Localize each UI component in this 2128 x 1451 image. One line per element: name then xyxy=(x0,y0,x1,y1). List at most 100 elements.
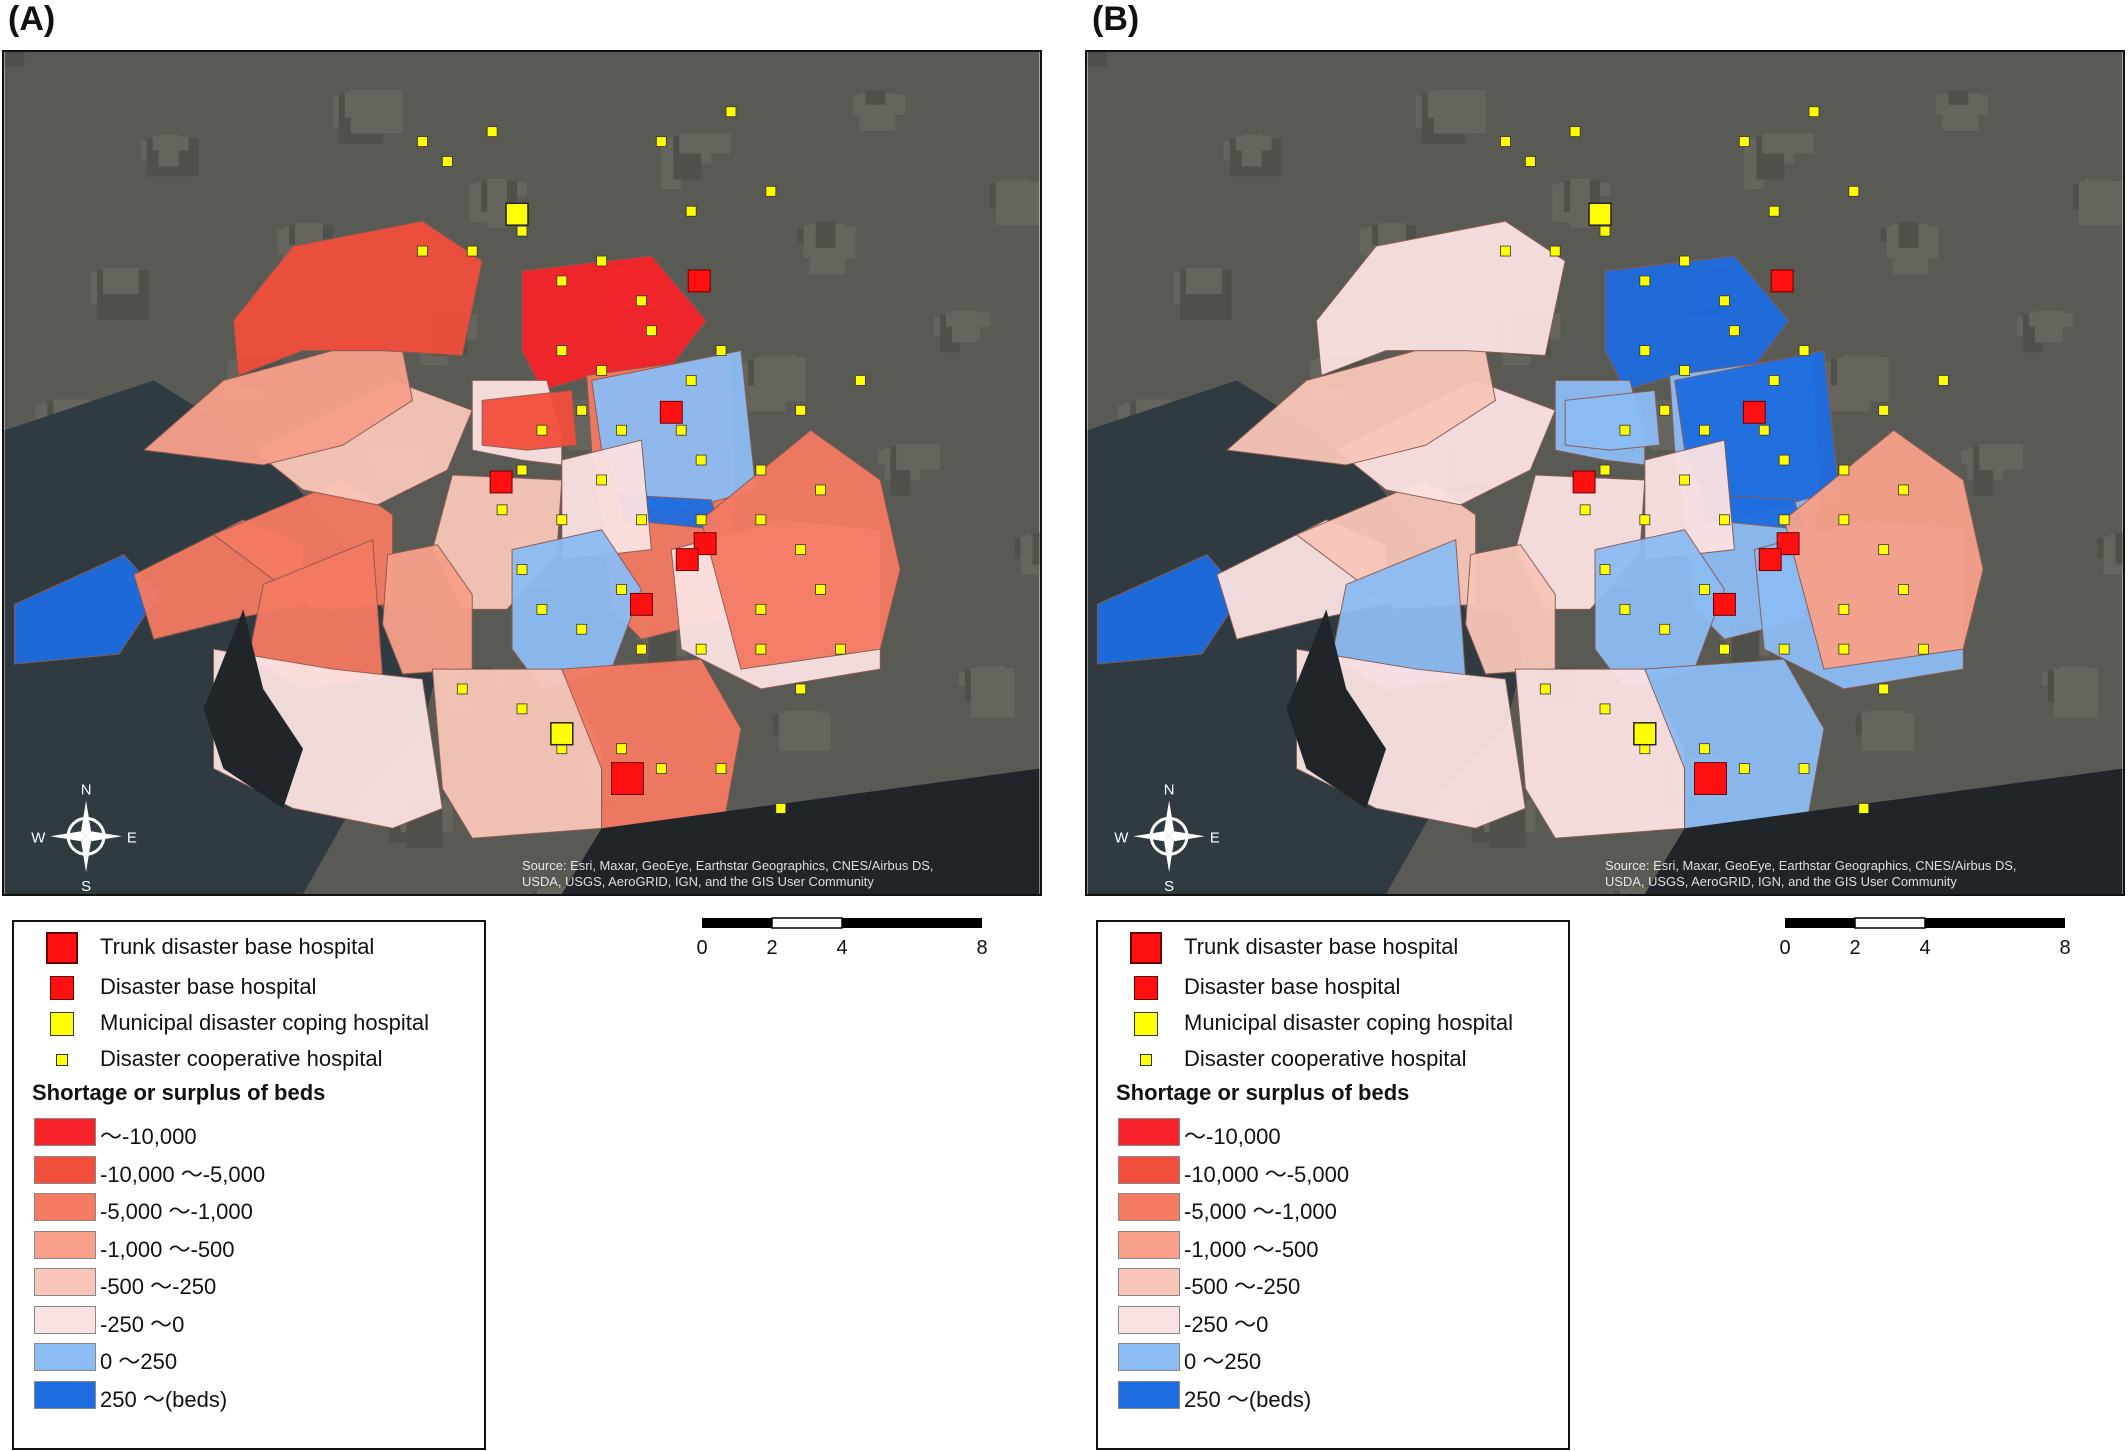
base-hospital-marker xyxy=(1712,592,1736,616)
legend-symbol-3 xyxy=(50,1012,74,1036)
cooperative-hospital-marker xyxy=(456,683,468,695)
cooperative-hospital-marker xyxy=(1798,345,1810,356)
cooperative-hospital-marker xyxy=(1539,683,1551,695)
cooperative-hospital-marker xyxy=(725,106,737,118)
scale-bar-a: 0248km xyxy=(696,917,988,959)
base-hospital-marker xyxy=(687,269,711,293)
cooperative-hospital-marker xyxy=(795,544,807,556)
base-hospital-marker xyxy=(489,470,513,494)
cooperative-hospital-marker xyxy=(1569,126,1581,137)
cooperative-hospital-marker xyxy=(576,404,588,416)
legend-swatch-4 xyxy=(34,1230,96,1259)
legend-symbol-label: Disaster cooperative hospital xyxy=(1184,1046,1467,1071)
cooperative-hospital-marker xyxy=(1878,404,1890,416)
legend-class-label: 250 ～(beds) xyxy=(1184,1386,1312,1412)
legend-class-label: ～-10,000 xyxy=(100,1124,197,1149)
district-5 xyxy=(1225,350,1497,466)
cooperative-hospital-marker xyxy=(1659,623,1671,635)
base-hospital-marker xyxy=(1776,532,1800,556)
legend-b: Trunk disaster base hospital Disaster bas… xyxy=(1096,920,1570,1450)
cooperative-hospital-marker xyxy=(417,136,428,147)
legend-swatch-3 xyxy=(1118,1193,1180,1221)
cooperative-hospital-marker xyxy=(1699,424,1710,436)
district-10 xyxy=(481,389,578,451)
legend-symbol-1 xyxy=(1130,932,1162,964)
legend-symbol-label: Municipal disaster coping hospital xyxy=(1184,1010,1513,1035)
legend-class-label: 250 ～(beds) xyxy=(100,1386,228,1412)
map-b: N S E W Source: Esri, Maxar, GeoEye, Earthst… xyxy=(1085,50,2125,896)
scale-tick-label: 0 xyxy=(696,937,707,959)
cooperative-hospital-marker xyxy=(1679,365,1690,376)
compass-rose: N S E W xyxy=(31,781,137,894)
cooperative-hospital-marker xyxy=(1599,225,1611,237)
municipal-hospital-marker xyxy=(550,722,574,746)
cooperative-hospital-marker xyxy=(536,603,548,615)
legend-class-label: -500 ～-250 xyxy=(100,1274,217,1299)
compass-e-label: E xyxy=(1210,829,1220,846)
attribution-line-1: Source: Esri, Maxar, GeoEye, Earthstar G… xyxy=(1605,858,2017,873)
legend-swatch-2 xyxy=(34,1155,96,1184)
cooperative-hospital-marker xyxy=(1838,464,1850,476)
cooperative-hospital-marker xyxy=(576,623,588,635)
cooperative-hospital-marker xyxy=(1758,424,1770,436)
legend-symbol-label: Disaster base hospital xyxy=(100,974,317,999)
legend-swatch-4 xyxy=(1118,1230,1180,1259)
cooperative-hospital-marker xyxy=(1778,514,1790,526)
legend-class-label: 0 ～250 xyxy=(1184,1349,1262,1374)
district-5 xyxy=(142,350,414,466)
cooperative-hospital-marker xyxy=(1679,474,1690,486)
cooperative-hospital-marker xyxy=(1699,584,1710,595)
district-10 xyxy=(1564,389,1661,451)
cooperative-hospital-marker xyxy=(636,295,647,307)
cooperative-hospital-marker xyxy=(1838,643,1850,655)
scale-segment xyxy=(702,918,772,928)
legend-title: Shortage or surplus of beds xyxy=(1116,1080,1410,1105)
scale-segment xyxy=(1854,917,1926,929)
cooperative-hospital-marker xyxy=(616,743,627,755)
base-hospital-marker xyxy=(659,400,683,424)
base-hospital-marker xyxy=(693,532,717,556)
cooperative-hospital-marker xyxy=(596,365,607,376)
cooperative-hospital-marker xyxy=(1599,703,1611,715)
legend-swatch-6 xyxy=(1118,1305,1180,1334)
trunk-hospital-marker xyxy=(611,762,644,795)
district-6 xyxy=(1315,220,1566,377)
cooperative-hospital-marker xyxy=(1848,185,1860,197)
legend-class-label: -250 ～0 xyxy=(100,1311,185,1337)
scale-bar-b: 0248km xyxy=(1779,917,2071,959)
harbor-water-2 xyxy=(203,609,304,809)
legend-swatch-3 xyxy=(34,1193,96,1221)
cooperative-hospital-marker xyxy=(755,643,767,655)
cooperative-hospital-marker xyxy=(1898,584,1909,595)
cooperative-hospital-marker xyxy=(1838,514,1850,526)
panel-a-label: (A) xyxy=(8,0,56,38)
compass-rose: N S E W xyxy=(1114,781,1220,894)
harbor-water-1 xyxy=(561,768,1040,894)
cooperative-hospital-marker xyxy=(1699,743,1710,755)
compass-e-label: E xyxy=(127,829,137,846)
cooperative-hospital-marker xyxy=(556,275,568,287)
cooperative-hospital-marker xyxy=(516,225,528,237)
legend-class-label: -1,000 ～-500 xyxy=(1184,1236,1319,1262)
base-hospital-marker xyxy=(629,592,653,616)
legend-class-label: -5,000 ～-1,000 xyxy=(1184,1199,1337,1224)
legend-symbol-label: Municipal disaster coping hospital xyxy=(100,1010,429,1035)
districts xyxy=(13,220,901,839)
cooperative-hospital-marker xyxy=(1768,375,1780,386)
cooperative-hospital-marker xyxy=(1878,683,1890,695)
legend-swatch-5 xyxy=(34,1268,96,1296)
compass-n-label: N xyxy=(1164,781,1175,798)
scale-tick-label: 4 xyxy=(1919,937,1930,959)
panel-b-label: (B) xyxy=(1092,0,1140,38)
map-b-svg: N S E W Source: Esri, Maxar, GeoEye, Earthst… xyxy=(1087,52,2123,894)
cooperative-hospital-marker xyxy=(795,683,807,695)
cooperative-hospital-marker xyxy=(466,245,478,257)
cooperative-hospital-marker xyxy=(636,514,647,526)
cooperative-hospital-marker xyxy=(855,375,866,386)
cooperative-hospital-marker xyxy=(1719,295,1730,307)
cooperative-hospital-marker xyxy=(695,643,707,655)
legend-title: Shortage or surplus of beds xyxy=(32,1080,326,1105)
harbor-water-1 xyxy=(1644,768,2123,894)
legend-class-label: -10,000 ～-5,000 xyxy=(1184,1161,1350,1187)
map-a-svg: N S E W Source: Esri, Maxar, GeoEye, Earthst… xyxy=(4,52,1040,894)
